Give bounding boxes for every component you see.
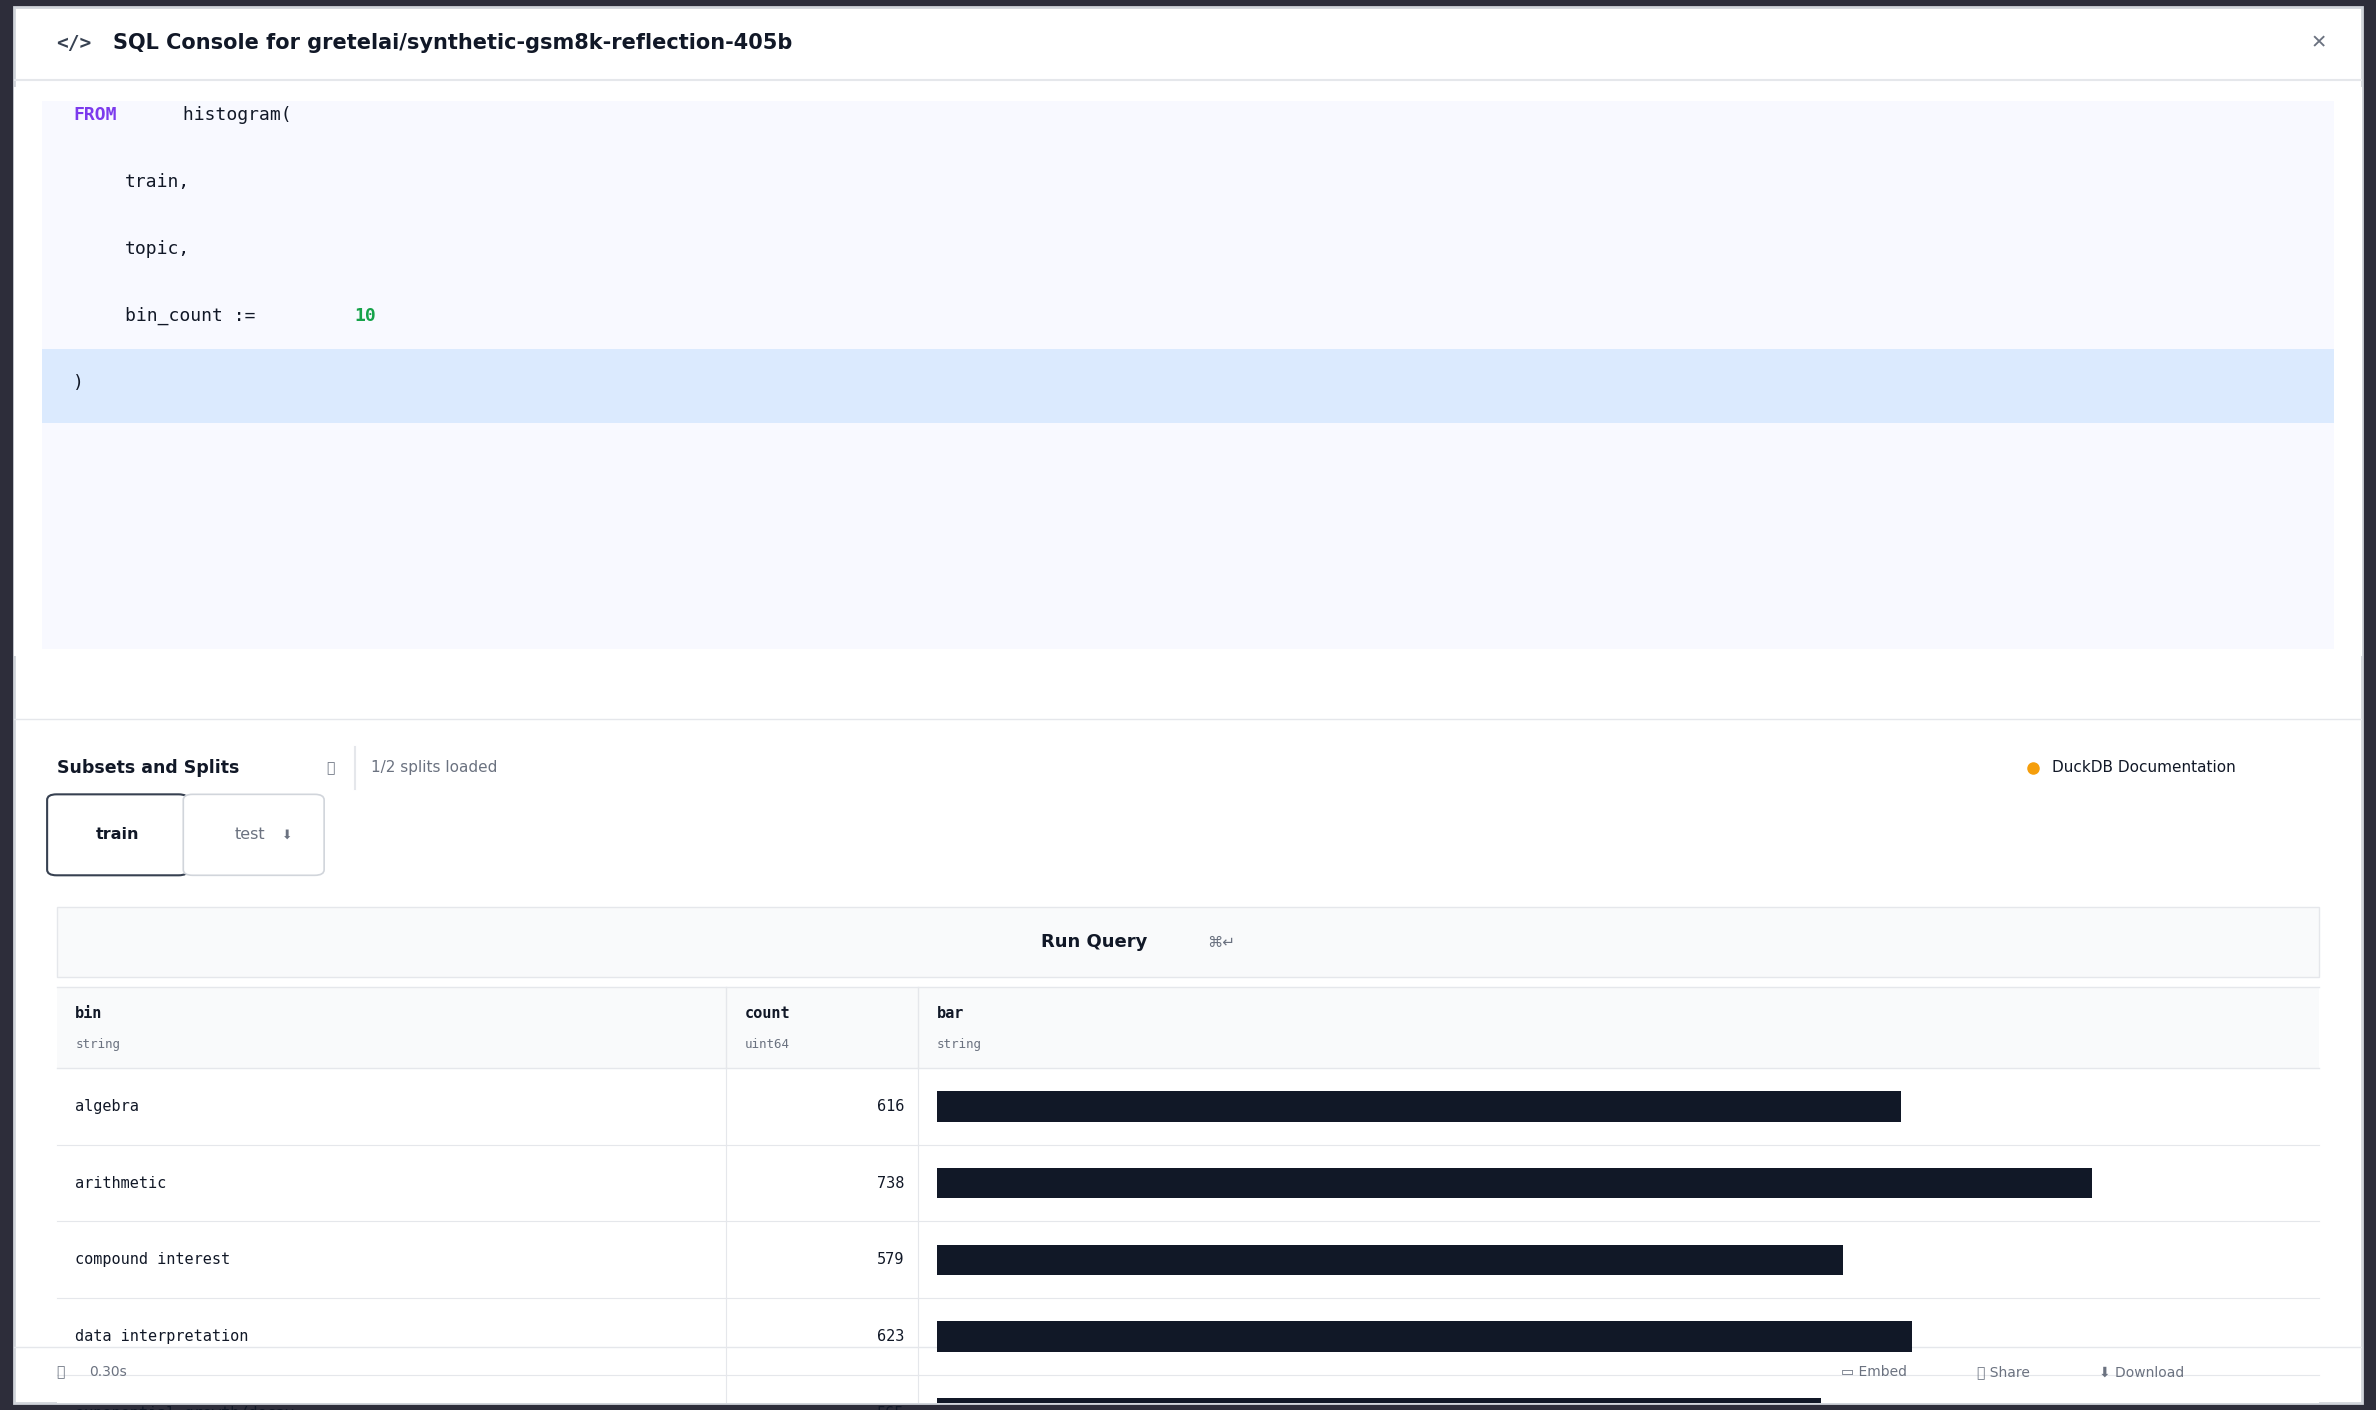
- FancyBboxPatch shape: [48, 794, 188, 876]
- Text: compound interest: compound interest: [76, 1252, 230, 1268]
- Text: train: train: [95, 828, 140, 842]
- Text: uint64: uint64: [744, 1038, 789, 1050]
- Bar: [57, 908, 2319, 977]
- Text: string: string: [936, 1038, 981, 1050]
- Text: ⬇: ⬇: [283, 828, 292, 842]
- Text: ✕: ✕: [2309, 34, 2326, 52]
- Bar: [57, 1375, 2319, 1410]
- Text: DuckDB Documentation: DuckDB Documentation: [2053, 760, 2236, 776]
- Text: ▭ Embed: ▭ Embed: [1841, 1365, 1906, 1379]
- Text: ): ): [74, 374, 83, 392]
- Text: 616: 616: [877, 1098, 903, 1114]
- Bar: [57, 1221, 2319, 1299]
- Bar: [57, 987, 2319, 1067]
- Text: topic,: topic,: [124, 240, 190, 258]
- Text: Subsets and Splits: Subsets and Splits: [57, 759, 240, 777]
- Bar: [936, 1091, 1901, 1122]
- Text: data interpretation: data interpretation: [76, 1330, 249, 1344]
- Text: bar: bar: [936, 1005, 965, 1021]
- Text: 🔗 Share: 🔗 Share: [1977, 1365, 2029, 1379]
- Bar: [43, 100, 2333, 649]
- Text: histogram(: histogram(: [171, 106, 292, 124]
- Text: 565: 565: [877, 1406, 903, 1410]
- Text: 10: 10: [354, 306, 375, 324]
- Bar: [936, 1321, 1913, 1352]
- FancyBboxPatch shape: [183, 794, 323, 876]
- Bar: [936, 1167, 2093, 1198]
- Text: ⓘ: ⓘ: [326, 761, 335, 776]
- Text: exponential growth/decay: exponential growth/decay: [76, 1406, 295, 1410]
- Bar: [14, 86, 2362, 656]
- Text: string: string: [76, 1038, 121, 1050]
- Text: 579: 579: [877, 1252, 903, 1268]
- Text: arithmetic: arithmetic: [76, 1176, 166, 1190]
- Text: count: count: [744, 1005, 789, 1021]
- Bar: [57, 1067, 2319, 1145]
- Text: bin: bin: [76, 1005, 102, 1021]
- Text: 0.30s: 0.30s: [90, 1365, 128, 1379]
- Text: SQL Console for gretelai/synthetic-gsm8k-reflection-405b: SQL Console for gretelai/synthetic-gsm8k…: [112, 34, 791, 54]
- Text: 623: 623: [877, 1330, 903, 1344]
- Text: 738: 738: [877, 1176, 903, 1190]
- Bar: [936, 1399, 1822, 1410]
- Text: 1/2 splits loaded: 1/2 splits loaded: [371, 760, 497, 776]
- Text: test: test: [235, 828, 266, 842]
- Text: </>: </>: [57, 34, 93, 52]
- Text: ⬇ Download: ⬇ Download: [2098, 1365, 2184, 1379]
- Text: Run Query: Run Query: [1041, 933, 1148, 952]
- Text: bin_count :=: bin_count :=: [124, 306, 266, 324]
- Bar: [57, 1299, 2319, 1375]
- Text: train,: train,: [124, 172, 190, 190]
- Bar: [57, 1145, 2319, 1221]
- Text: ⏱: ⏱: [57, 1365, 64, 1379]
- Text: ⌘↵: ⌘↵: [1207, 935, 1236, 950]
- Text: FROM: FROM: [74, 106, 116, 124]
- Bar: [936, 1245, 1844, 1275]
- Text: algebra: algebra: [76, 1098, 140, 1114]
- Bar: [43, 350, 2333, 423]
